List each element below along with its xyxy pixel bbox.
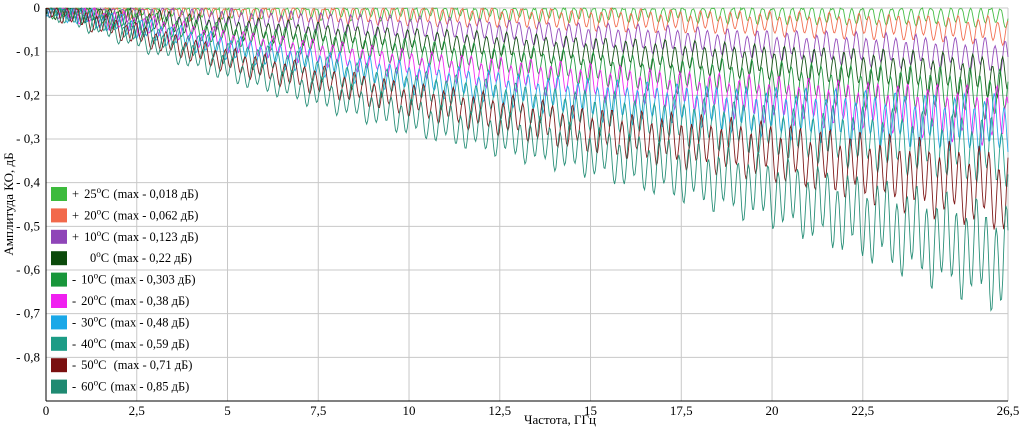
legend-temp: 25 (84, 187, 97, 201)
legend-sign: - (72, 380, 76, 394)
y-tick-label: 0 (34, 0, 41, 15)
legend-temp: 40 (81, 337, 94, 351)
x-tick-label: 17,5 (670, 403, 693, 418)
legend-note: (max - 0,22 дБ) (113, 251, 192, 265)
legend-sign: - (72, 358, 76, 372)
legend-item-4: -10oC (max - 0,303 дБ) (72, 271, 196, 287)
legend-unit: C (101, 208, 109, 222)
x-tick-label: 20 (766, 403, 779, 418)
legend-note: (max - 0,123 дБ) (113, 230, 198, 244)
legend-swatch (51, 187, 67, 201)
y-tick-label: - 0,8 (16, 349, 40, 364)
legend-item-2: +10oC (max - 0,123 дБ) (72, 228, 198, 244)
legend-unit: C (101, 251, 109, 265)
legend-temp: 10 (84, 230, 97, 244)
legend-swatch (51, 251, 67, 265)
legend-item-7: -40oC (max - 0,59 дБ) (72, 335, 189, 351)
legend-temp: 20 (84, 208, 97, 222)
legend-temp: 20 (81, 294, 94, 308)
legend-item-3: 0oC (max - 0,22 дБ) (90, 249, 192, 265)
legend-unit: C (101, 187, 109, 201)
legend-sign: + (72, 187, 79, 201)
legend-unit: C (98, 337, 106, 351)
legend-note: (max - 0,38 дБ) (111, 294, 190, 308)
legend-unit: C (98, 315, 106, 329)
legend-swatch (51, 358, 67, 372)
x-tick-label: 26,5 (997, 403, 1020, 418)
legend-sign: - (72, 273, 76, 287)
y-tick-label: - 0,3 (16, 131, 40, 146)
y-axis-label: Амплитуда КО, дБ (1, 152, 16, 255)
x-tick-label: 2,5 (129, 403, 145, 418)
legend-item-5: -20oC (max - 0,38 дБ) (72, 292, 189, 308)
y-tick-label: - 0,1 (16, 44, 40, 59)
y-tick-label: - 0,4 (16, 175, 40, 190)
x-tick-label: 0 (43, 403, 50, 418)
legend-temp: 60 (81, 380, 94, 394)
legend-item-9: -60oC (max - 0,85 дБ) (72, 378, 189, 394)
legend-item-1: +20oC (max - 0,062 дБ) (72, 206, 198, 222)
legend-swatch (51, 337, 67, 351)
legend-sign: + (72, 230, 79, 244)
legend-note: (max - 0,85 дБ) (111, 380, 190, 394)
x-tick-label: 7,5 (310, 403, 326, 418)
x-tick-label: 5 (224, 403, 231, 418)
legend-sign: + (72, 208, 79, 222)
legend-swatch (51, 208, 67, 222)
legend-item-8: -50oC (max - 0,71 дБ) (72, 356, 192, 372)
legend-unit: C (98, 380, 106, 394)
legend-swatch (51, 315, 67, 329)
x-tick-label: 22,5 (851, 403, 874, 418)
legend-sign: - (72, 337, 76, 351)
y-tick-label: - 0,5 (16, 218, 40, 233)
y-tick-label: - 0,6 (16, 262, 40, 277)
legend-note: (max - 0,062 дБ) (113, 208, 198, 222)
legend-unit: C (98, 358, 109, 372)
legend-unit: C (98, 273, 106, 287)
x-tick-label: 12,5 (488, 403, 511, 418)
legend-note: (max - 0,018 дБ) (113, 187, 198, 201)
legend-note: (max - 0,71 дБ) (114, 358, 193, 372)
legend-unit: C (101, 230, 109, 244)
legend-sign: - (72, 294, 76, 308)
legend-note: (max - 0,303 дБ) (111, 273, 196, 287)
legend-swatch (51, 230, 67, 244)
legend-item-6: -30oC (max - 0,48 дБ) (72, 313, 189, 329)
legend-temp: 30 (81, 315, 94, 329)
x-tick-label: 10 (403, 403, 416, 418)
legend-swatch (51, 380, 67, 394)
legend-item-0: +25oC (max - 0,018 дБ) (72, 185, 198, 201)
y-tick-label: - 0,2 (16, 87, 40, 102)
x-axis-label: Частота, ГГц (524, 412, 596, 427)
legend-note: (max - 0,48 дБ) (111, 315, 190, 329)
legend-swatch (51, 294, 67, 308)
legend-note: (max - 0,59 дБ) (111, 337, 190, 351)
legend-unit: C (98, 294, 106, 308)
legend-sign: - (72, 315, 76, 329)
legend-swatch (51, 273, 67, 287)
legend-temp: 10 (81, 273, 94, 287)
legend-temp: 50 (81, 358, 94, 372)
y-tick-label: - 0,7 (16, 306, 40, 321)
